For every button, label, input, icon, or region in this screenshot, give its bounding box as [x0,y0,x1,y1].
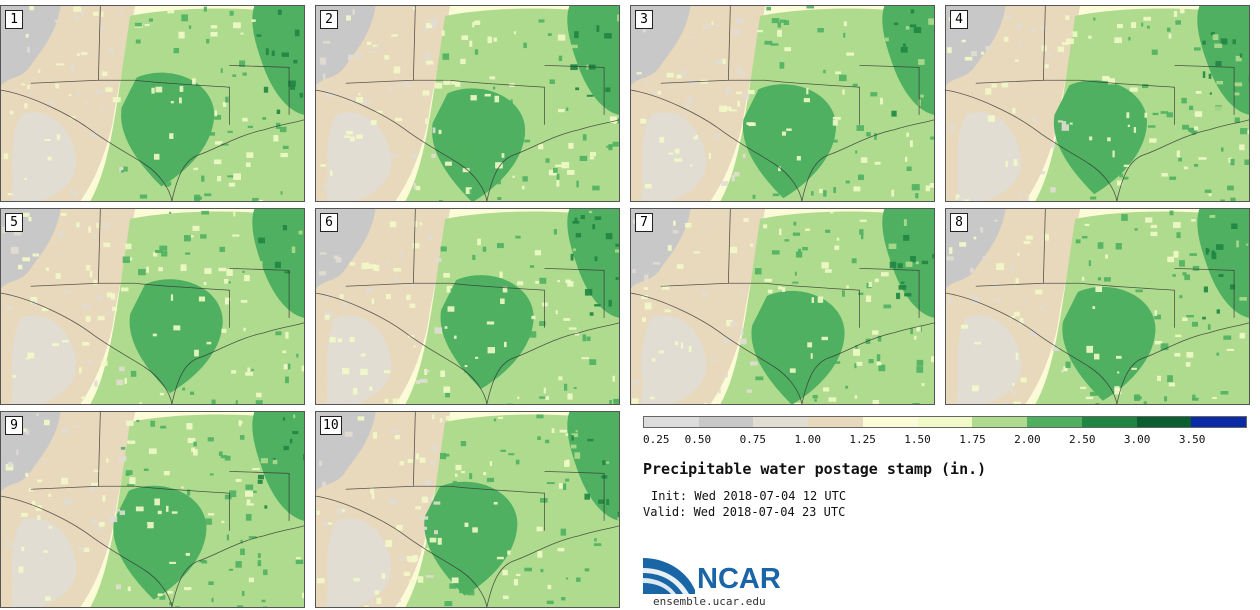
colorbar-segment [698,417,754,427]
colorbar-segment [862,417,918,427]
postage-stamp-panel-7: 7 [630,208,935,405]
chart-title: Precipitable water postage stamp (in.) [643,460,987,478]
precipitable-water-map [1,6,304,201]
colorbar-tick-label: 2.50 [1069,433,1096,446]
precipitable-water-map [316,209,619,404]
logo-text: NCAR [697,563,781,595]
colorbar-tick-label: 1.00 [794,433,821,446]
postage-stamp-panel-4: 4 [945,5,1250,202]
site-url[interactable]: ensemble.ucar.edu [653,595,766,608]
precipitable-water-map [946,209,1249,404]
postage-stamp-panel-3: 3 [630,5,935,202]
valid-time: Valid: Wed 2018-07-04 23 UTC [643,505,846,519]
precipitable-water-map [946,6,1249,201]
colorbar-segment [753,417,809,427]
init-time: Init: Wed 2018-07-04 12 UTC [651,489,847,503]
panel-label: 7 [635,213,653,232]
panel-label: 2 [320,10,338,29]
colorbar-tick-label: 3.00 [1123,433,1151,446]
colorbar-segment [917,417,973,427]
colorbar-segment [808,417,863,427]
postage-stamp-panel-5: 5 [0,208,305,405]
colorbar-tick-label: 1.75 [959,433,986,446]
colorbar-tick-label: 0.25 [643,433,670,446]
postage-stamp-panel-9: 9 [0,411,305,608]
colorbar-tick-label: 0.75 [739,433,767,446]
colorbar-segment [1136,417,1192,427]
panel-label: 3 [635,10,653,29]
colorbar-tick-label: 1.50 [904,433,931,446]
colorbar-segment [1191,417,1247,427]
postage-stamp-panel-2: 2 [315,5,620,202]
precipitable-water-map [631,209,934,404]
precipitable-water-map [631,6,934,201]
colorbar [643,416,1247,428]
panel-label: 8 [950,213,968,232]
colorbar-ticks: 0.25 0.50 0.75 1.00 1.25 1.50 1.75 2.00 2.50 3.00… [643,433,1247,447]
precipitable-water-map [316,6,619,201]
colorbar-tick-label: 3.50 [1178,433,1206,446]
panel-label: 9 [5,416,23,435]
postage-stamp-panel-6: 6 [315,208,620,405]
panel-label: 4 [950,10,968,29]
panel-label: 10 [320,416,342,435]
colorbar-segment [972,417,1028,427]
precipitable-water-map [316,412,619,607]
precipitable-water-map [1,209,304,404]
panel-label: 1 [5,10,23,29]
postage-stamp-panel-1: 1 [0,5,305,202]
colorbar-tick-label: 2.00 [1014,433,1041,446]
panel-label: 6 [320,213,338,232]
panel-label: 5 [5,213,23,232]
colorbar-tick-label: 1.25 [849,433,876,446]
colorbar-segment [1027,417,1082,427]
ncar-logo-icon [643,558,695,594]
colorbar-tick-label: 0.50 [684,433,712,446]
postage-stamp-panel-10: 10 [315,411,620,608]
colorbar-segment [644,417,699,427]
precipitable-water-map [1,412,304,607]
postage-stamp-panel-8: 8 [945,208,1250,405]
colorbar-segment [1081,417,1137,427]
